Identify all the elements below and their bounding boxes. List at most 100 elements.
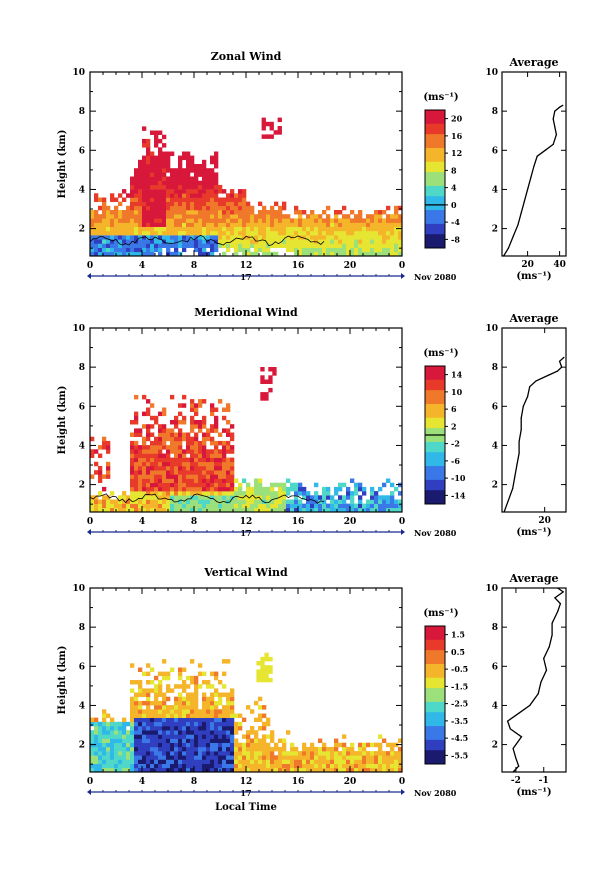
heatmap-cell [134,176,139,181]
heatmap-cell [214,210,219,215]
heatmap-cell [150,235,155,240]
heatmap-cell [182,730,187,735]
heatmap-cell [342,755,347,760]
heatmap-cell [398,218,403,223]
heatmap-cell [394,214,399,219]
heatmap-cell [94,214,99,219]
heatmap-cell [166,193,171,198]
heatmap-cell [198,445,203,450]
heatmap-cell [234,214,239,219]
profile-y-tick-label: 2 [492,741,498,751]
heatmap-cell [386,230,391,236]
heatmap-cell [170,230,175,236]
heatmap-cell [134,717,139,723]
heatmap-cell [210,495,215,500]
heatmap-cell [386,503,391,509]
heatmap-cell [182,478,187,483]
heatmap-cell [222,230,227,236]
heatmap-cell [334,214,339,219]
heatmap-cell [118,499,123,504]
heatmap-cell [206,730,211,735]
profile-point [559,360,561,362]
heatmap-cell [198,239,203,244]
heatmap-cell [138,445,143,450]
heatmap-cell [174,193,179,198]
heatmap-cell [138,180,143,186]
heatmap-cell [358,746,363,752]
heatmap-cell [350,507,355,513]
heatmap-cell [266,751,271,756]
heatmap-cell [198,486,203,492]
heatmap-cell [134,700,139,706]
heatmap-cell [260,661,265,666]
heatmap-cell [186,478,191,483]
heatmap-cell [274,759,279,764]
heatmap-cell [162,164,167,169]
heatmap-cell [170,214,175,219]
heatmap-cell [158,680,163,685]
heatmap-cell [150,755,155,760]
heatmap-cell [374,239,379,244]
heatmap-cell [130,218,135,223]
heatmap-cell [294,499,299,504]
heatmap-cell [242,746,247,752]
heatmap-cell [190,466,195,471]
heatmap-cell [190,424,195,429]
heatmap-cell [166,432,171,437]
heatmap-cell [190,680,195,685]
heatmap-cell [182,755,187,760]
heatmap-cell [206,172,211,177]
heatmap-cell [122,210,127,215]
heatmap-cell [202,717,207,723]
heatmap-cell [106,721,111,727]
heatmap-cell [194,495,199,500]
colorbar-label: -0.5 [451,664,468,674]
heatmap-cell [218,721,223,727]
heatmap-cell [310,226,315,232]
heatmap-cell [274,499,279,504]
heatmap-cell [222,482,227,488]
heatmap-cell [334,230,339,236]
profile-y-tick-label: 8 [492,107,498,117]
heatmap-cell [202,482,207,488]
heatmap-cell [182,184,187,190]
heatmap-cell [238,226,243,232]
heatmap-cell [202,671,207,677]
heatmap-cell [138,507,143,513]
heatmap-cell [242,197,247,202]
x-tick-label: 4 [139,261,145,271]
heatmap-cell [314,495,319,500]
heatmap-cell [338,482,343,488]
heatmap-cell [258,201,263,207]
heatmap-cell [102,499,107,504]
heatmap-cell [306,230,311,236]
heatmap-cell [158,251,163,257]
profile-point [554,110,556,112]
heatmap-cell [154,222,159,227]
heatmap-cell [266,491,271,496]
heatmap-cell [374,226,379,232]
heatmap-cell [158,155,163,161]
heatmap-cell [286,491,291,496]
heatmap-cell [286,243,291,248]
heatmap-cell [178,445,183,450]
colorbar-band [425,691,445,696]
heatmap-cell [374,218,379,223]
heatmap-cell [134,218,139,223]
heatmap-cell [294,491,299,496]
colorbar-band [425,459,445,463]
heatmap-cell [234,210,239,215]
heatmap-cell [342,205,347,211]
heatmap-cell [118,495,123,500]
heatmap-cell [166,247,171,253]
heatmap-cell [234,503,239,509]
heatmap-cell [98,726,103,731]
heatmap-cell [98,466,103,471]
heatmap-cell [250,243,255,248]
heatmap-cell [202,721,207,727]
heatmap-cell [146,721,151,727]
heatmap-cell [162,495,167,500]
heatmap-cell [298,763,303,769]
heatmap-cell [338,218,343,223]
